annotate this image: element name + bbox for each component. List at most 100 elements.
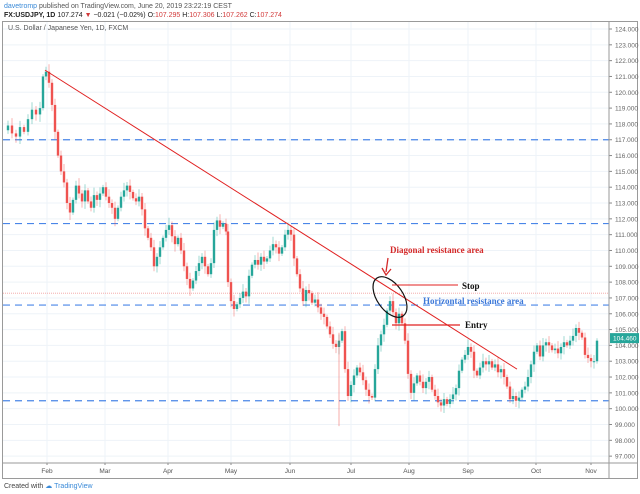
- bullish-candle: [212, 229, 216, 264]
- bearish-candle: [490, 361, 494, 368]
- drawing-overlay: Diagonal resistance area Stop Horizontal r…: [44, 69, 524, 370]
- high-value: 107.306: [189, 12, 215, 19]
- bearish-candle: [104, 187, 108, 197]
- bullish-candle: [137, 196, 141, 202]
- x-tick-label: May: [225, 468, 238, 475]
- bullish-candle: [247, 275, 251, 297]
- last-price-label: 104.460: [613, 336, 637, 343]
- red-arrow-shaft: [385, 257, 389, 273]
- bullish-candle: [238, 297, 242, 305]
- grid-lines: [3, 22, 609, 463]
- bullish-candle: [595, 340, 599, 362]
- bearish-candle: [556, 348, 560, 354]
- bullish-candle: [241, 291, 245, 298]
- bearish-candle: [394, 312, 398, 324]
- x-tick-label: Aug: [403, 468, 415, 475]
- bullish-candle: [511, 396, 515, 400]
- bearish-candle: [403, 323, 407, 341]
- bearish-candle: [226, 231, 230, 283]
- bearish-candle: [328, 326, 332, 335]
- bullish-candle: [116, 207, 120, 219]
- bullish-candle: [194, 271, 198, 281]
- bullish-candle: [164, 229, 168, 238]
- bearish-candle: [53, 104, 57, 132]
- tradingview-brand[interactable]: TradingView: [54, 483, 93, 490]
- bearish-candle: [310, 293, 314, 303]
- bearish-candle: [277, 247, 281, 254]
- bullish-candle: [158, 247, 162, 257]
- bearish-candle: [140, 196, 144, 210]
- y-tick-label: 123.000: [615, 42, 639, 49]
- y-tick-label: 115.000: [615, 169, 638, 176]
- bullish-candle: [487, 361, 491, 365]
- footer: Created with ☁ TradingView: [4, 482, 93, 490]
- bullish-candle: [92, 195, 96, 208]
- y-tick-label: 120.000: [615, 90, 639, 97]
- bullish-candle: [119, 196, 123, 208]
- y-tick-label: 112.000: [615, 216, 638, 223]
- open-value: 107.295: [154, 12, 181, 19]
- y-tick-label: 101.000: [615, 390, 639, 397]
- bullish-candle: [553, 348, 557, 351]
- bullish-candle: [415, 375, 419, 384]
- bearish-candle: [65, 182, 69, 204]
- y-tick-label: 104.000: [615, 343, 639, 350]
- bearish-candle: [538, 345, 542, 357]
- publish-header: davetromp published on TradingView.com, …: [4, 2, 232, 11]
- bearish-candle: [580, 332, 584, 338]
- x-tick-label: Mar: [99, 468, 111, 475]
- y-tick-label: 111.000: [615, 232, 638, 239]
- bullish-candle: [517, 397, 521, 401]
- open-label: O:: [147, 12, 155, 19]
- bullish-candle: [253, 259, 257, 265]
- created-with-label: Created with: [4, 483, 44, 490]
- candles: [6, 64, 599, 427]
- bearish-candle: [577, 327, 581, 333]
- symbol-name: FX:USDJPY, 1D: [4, 12, 56, 19]
- bearish-candle: [262, 256, 266, 262]
- annotation-entry: Entry: [465, 320, 488, 330]
- bearish-candle: [475, 370, 479, 376]
- bullish-candle: [250, 264, 254, 276]
- bullish-candle: [283, 234, 287, 248]
- author-link[interactable]: davetromp: [4, 3, 38, 10]
- y-tick-label: 108.000: [615, 280, 639, 287]
- bullish-candle: [448, 399, 452, 404]
- bearish-candle: [134, 198, 138, 202]
- bullish-candle: [259, 256, 263, 265]
- bullish-candle: [313, 299, 317, 303]
- time-axis[interactable]: Feb Mar Apr May Jun Jul Aug Sep Oct Nov: [3, 462, 637, 475]
- bearish-candle: [307, 290, 311, 294]
- bearish-candle: [34, 109, 38, 115]
- bearish-candle: [143, 209, 147, 229]
- bearish-candle: [430, 377, 434, 390]
- tradingview-logo-icon[interactable]: ☁: [45, 483, 53, 490]
- bearish-candle: [502, 369, 506, 378]
- bearish-candle: [47, 71, 51, 83]
- last-price-tag: [610, 333, 639, 344]
- x-tick-label: Nov: [585, 468, 597, 475]
- bearish-candle: [409, 373, 413, 393]
- bullish-candle: [18, 127, 22, 137]
- bearish-candle: [86, 190, 90, 202]
- bullish-candle: [6, 125, 10, 131]
- price-axis[interactable]: 124.000 123.000 122.000 121.000 120.000 119.0…: [608, 22, 639, 478]
- bearish-candle: [547, 342, 551, 346]
- bearish-candle: [107, 196, 111, 204]
- bearish-candle: [319, 307, 323, 314]
- bearish-candle: [334, 343, 338, 347]
- bullish-candle: [382, 324, 386, 335]
- bullish-candle: [167, 225, 171, 230]
- bullish-candle: [388, 301, 392, 311]
- bullish-candle: [352, 375, 356, 385]
- bearish-candle: [331, 334, 335, 344]
- x-tick-label: Jul: [347, 468, 356, 475]
- y-tick-label: 121.000: [615, 74, 639, 81]
- bearish-candle: [589, 358, 593, 362]
- bearish-candle: [295, 258, 299, 275]
- bullish-candle: [385, 310, 389, 325]
- y-tick-label: 105.000: [615, 327, 639, 334]
- bullish-candle: [349, 384, 353, 397]
- stop-ellipse: [372, 276, 408, 318]
